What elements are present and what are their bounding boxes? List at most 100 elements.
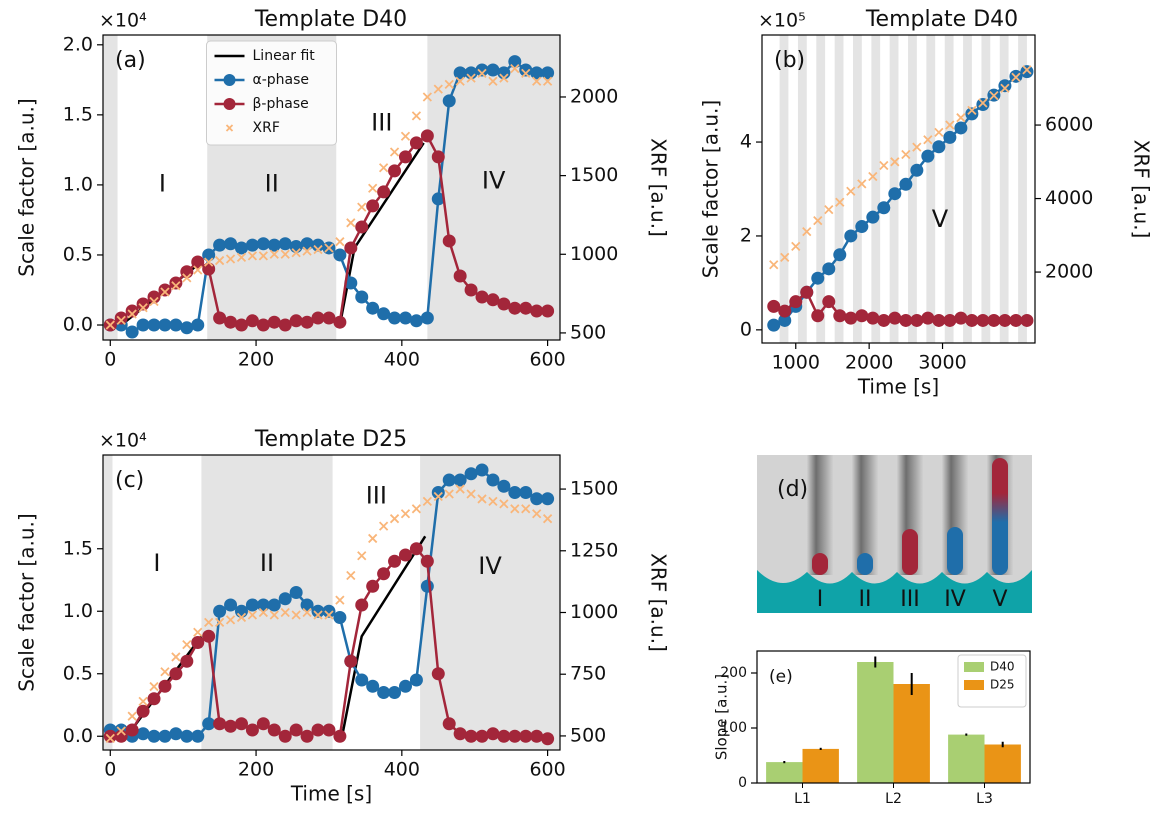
x-tick-label: 200 <box>238 349 274 371</box>
marker <box>278 318 292 332</box>
marker <box>366 679 380 693</box>
marker <box>389 147 400 157</box>
chart-title: Template D25 <box>254 427 407 452</box>
marker <box>778 304 792 318</box>
marker <box>888 311 902 325</box>
marker <box>224 598 238 612</box>
marker <box>224 719 238 733</box>
marker <box>822 262 836 276</box>
panel-label: (c) <box>115 468 144 493</box>
marker <box>256 237 270 251</box>
chart-title: Template D40 <box>254 7 407 32</box>
marker <box>245 723 259 737</box>
marker <box>267 315 281 329</box>
marker <box>289 240 303 254</box>
marker <box>136 704 150 718</box>
marker <box>433 491 443 502</box>
marker <box>532 509 542 519</box>
y-tick-label: 0 <box>740 318 752 340</box>
marker <box>127 711 137 721</box>
marker <box>311 723 325 737</box>
marker <box>976 313 990 327</box>
chart-title: Template D40 <box>865 7 1018 32</box>
marker <box>519 729 533 743</box>
marker <box>444 489 454 499</box>
marker <box>147 729 161 743</box>
marker <box>1020 313 1034 327</box>
marker <box>530 729 544 743</box>
marker <box>269 610 279 620</box>
marker <box>125 304 139 318</box>
marker <box>147 692 161 706</box>
legend-marker <box>225 124 234 132</box>
marker <box>311 238 325 252</box>
marker <box>300 315 314 329</box>
deposit <box>992 458 1008 575</box>
x-tick-label: L2 <box>885 791 902 807</box>
marker <box>488 76 498 86</box>
marker <box>411 504 422 514</box>
marker <box>193 627 203 637</box>
marker <box>433 84 443 94</box>
marker <box>475 729 489 743</box>
region-label: III <box>371 108 392 136</box>
legend-box <box>206 40 337 146</box>
marker <box>499 499 509 509</box>
marker <box>508 301 522 315</box>
marker <box>464 467 478 481</box>
marker <box>202 629 216 643</box>
marker <box>855 220 869 234</box>
marker <box>541 492 555 506</box>
marker <box>811 309 825 323</box>
marker <box>921 311 935 325</box>
marker <box>355 220 369 234</box>
bar <box>893 684 930 783</box>
marker <box>280 607 290 618</box>
marker <box>542 514 553 524</box>
marker <box>344 241 358 255</box>
marker <box>475 290 489 304</box>
marker <box>258 607 268 618</box>
y2-tick-label: 1000 <box>570 601 618 623</box>
marker <box>508 729 522 743</box>
marker <box>453 66 467 80</box>
marker <box>444 79 454 90</box>
marker <box>857 179 867 189</box>
y-tick-label: 0 <box>738 775 747 791</box>
deposit <box>902 529 918 575</box>
marker <box>289 314 303 328</box>
marker <box>105 733 115 744</box>
marker <box>1020 65 1034 79</box>
marker <box>213 311 227 325</box>
marker <box>519 63 533 77</box>
x-tick-label: 600 <box>529 349 565 371</box>
plot-frame <box>102 34 561 341</box>
shaded-region <box>871 35 881 343</box>
marker <box>400 131 411 141</box>
marker <box>114 311 128 325</box>
y2-tick-label: 500 <box>570 321 606 343</box>
legend-label: β-phase <box>253 96 309 112</box>
shaded-region <box>908 35 917 343</box>
marker <box>267 238 281 252</box>
region-label: III <box>366 481 387 509</box>
marker <box>378 521 389 531</box>
y2-tick-label: 500 <box>570 724 606 746</box>
shaded-region <box>853 35 862 343</box>
marker <box>420 311 434 325</box>
marker <box>366 301 380 315</box>
y-tick-label: 100 <box>720 720 747 736</box>
marker <box>422 92 432 102</box>
shaded-region <box>926 35 936 343</box>
stage-label: V <box>992 587 1007 612</box>
marker <box>398 150 412 164</box>
legend-label: Linear fit <box>253 48 316 64</box>
stage-label: I <box>817 587 824 612</box>
y2-tick-label: 750 <box>570 663 606 685</box>
substrate <box>757 570 1032 613</box>
panel-label: (e) <box>769 667 793 687</box>
y-axis-label: Scale factor [a.u.] <box>699 100 723 278</box>
marker <box>105 320 115 330</box>
y2-tick-label: 1000 <box>570 243 618 265</box>
marker <box>486 727 500 741</box>
